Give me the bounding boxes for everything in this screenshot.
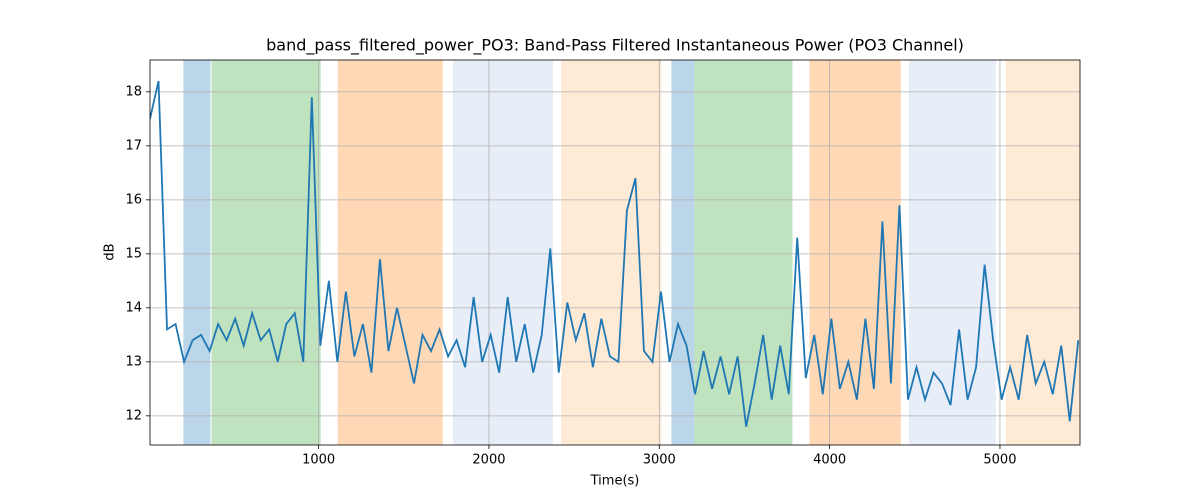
y-tick-label: 13 <box>125 354 142 369</box>
x-tick-label: 3000 <box>643 453 676 468</box>
span <box>908 60 996 445</box>
span <box>183 60 211 445</box>
y-tick-label: 17 <box>125 138 142 153</box>
y-tick-label: 18 <box>125 84 142 99</box>
x-axis-label: Time(s) <box>590 474 640 489</box>
y-tick-label: 14 <box>125 300 142 315</box>
span <box>1005 60 1080 445</box>
y-tick-label: 16 <box>125 192 142 207</box>
y-axis-label: dB <box>103 243 118 260</box>
x-tick-label: 1000 <box>302 453 335 468</box>
y-tick-label: 15 <box>125 246 142 261</box>
x-tick-label: 2000 <box>472 453 505 468</box>
span <box>694 60 793 445</box>
plot-frame <box>149 59 1081 446</box>
x-tick-label: 4000 <box>813 453 846 468</box>
span <box>452 60 553 445</box>
span <box>671 60 695 445</box>
span <box>561 60 662 445</box>
x-tick-label: 5000 <box>983 453 1016 468</box>
span <box>337 60 443 445</box>
chart-title: band_pass_filtered_power_PO3: Band-Pass … <box>266 36 964 56</box>
span <box>211 60 321 445</box>
line-series <box>150 80 1080 427</box>
y-tick-label: 12 <box>125 408 142 423</box>
